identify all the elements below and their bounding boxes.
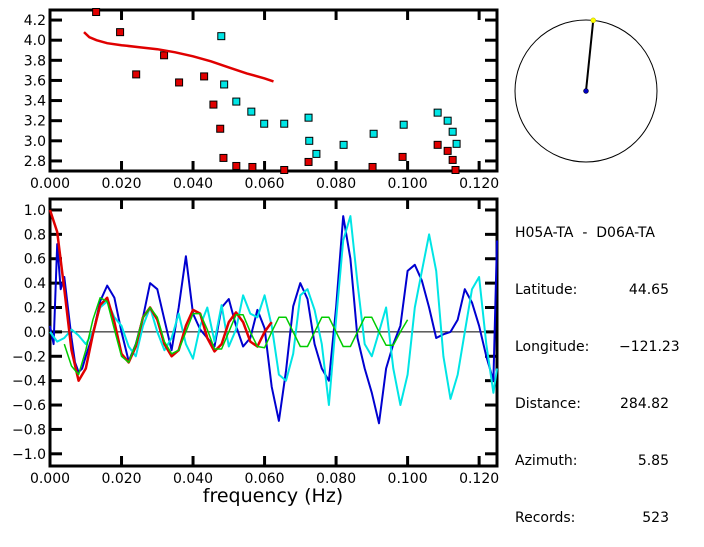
- azimuth-line: [585, 20, 595, 92]
- data-point-red: [92, 8, 101, 17]
- data-point-cyan: [220, 80, 229, 89]
- y-tick-label: 3.6: [24, 73, 46, 89]
- x-tick-label: 0.000: [30, 471, 70, 487]
- data-point-red: [248, 162, 257, 171]
- x-tick-label: 0.080: [316, 471, 356, 487]
- data-point-red: [216, 124, 225, 133]
- data-point-red: [116, 28, 125, 37]
- data-point-cyan: [433, 108, 442, 117]
- x-tick-label: 0.120: [459, 471, 499, 487]
- data-point-red: [175, 78, 184, 87]
- center-station-marker: [583, 88, 589, 94]
- series-observed-imag: [49, 215, 498, 406]
- data-point-red: [448, 155, 457, 164]
- y-tick-label: −0.2: [12, 349, 46, 365]
- data-point-cyan: [260, 119, 269, 128]
- y-tick-label: 0.2: [24, 301, 46, 317]
- data-point-red: [132, 70, 141, 79]
- data-point-cyan: [452, 139, 461, 148]
- y-tick-label: 3.8: [24, 53, 46, 69]
- y-tick-label: 4.0: [24, 33, 46, 49]
- y-tick-label: −0.4: [12, 374, 46, 390]
- data-point-red: [368, 162, 377, 171]
- series-model-green: [63, 297, 409, 376]
- data-point-cyan: [369, 129, 378, 138]
- x-tick-label: 0.000: [30, 176, 70, 192]
- data-point-red: [443, 146, 452, 155]
- info-row-azimuth: Azimuth: 5.85: [515, 452, 669, 471]
- data-point-cyan: [443, 116, 452, 125]
- info-label: Distance:: [515, 396, 581, 412]
- x-tick-label: 0.040: [173, 176, 213, 192]
- data-point-red: [160, 51, 169, 60]
- x-tick-label: 0.100: [388, 471, 428, 487]
- y-tick-label: 0.0: [24, 325, 46, 341]
- y-tick-label: 3.0: [24, 134, 46, 150]
- info-label: Azimuth:: [515, 453, 578, 469]
- remote-station-marker: [590, 17, 596, 24]
- station-pair-title: H05A-TA - D06A-TA: [515, 225, 655, 241]
- info-value: 44.65: [628, 282, 669, 298]
- y-tick-label: −1.0: [12, 447, 46, 463]
- data-point-red: [232, 161, 241, 170]
- x-tick-label: 0.080: [316, 176, 356, 192]
- x-tick-label: 0.060: [245, 471, 285, 487]
- data-point-cyan: [339, 140, 348, 149]
- y-tick-label: 0.4: [24, 276, 46, 292]
- data-point-cyan: [217, 32, 226, 41]
- x-tick-label: 0.100: [388, 176, 428, 192]
- azimuth-map: [514, 17, 658, 163]
- x-tick-label: 0.020: [101, 471, 141, 487]
- series-model-red: [48, 209, 273, 382]
- station-info-panel: H05A-TA - D06A-TA Latitude: 44.65 Longitu…: [515, 186, 680, 547]
- info-value: 5.85: [637, 453, 669, 469]
- data-point-cyan: [305, 136, 314, 145]
- y-tick-label: 3.2: [24, 114, 46, 130]
- y-tick-label: −0.6: [12, 398, 46, 414]
- x-tick-label: 0.040: [173, 471, 213, 487]
- y-tick-label: 2.8: [24, 154, 46, 170]
- data-point-cyan: [247, 107, 256, 116]
- data-point-cyan: [448, 127, 457, 136]
- info-row-longitude: Longitude: −121.23: [515, 338, 680, 357]
- info-value: 284.82: [620, 396, 669, 412]
- info-label: Longitude:: [515, 339, 590, 355]
- data-point-red: [219, 153, 228, 162]
- x-tick-label: 0.020: [101, 176, 141, 192]
- correlation-plot: 0.000 0.020 0.040 0.060 0.080 0.100 0.120 1.0 0.…: [12, 197, 499, 507]
- dispersion-plot: 0.000 0.020 0.040 0.060 0.080 0.100 0.120 2.8 3.…: [24, 8, 499, 192]
- data-point-cyan: [232, 97, 241, 106]
- data-point-cyan: [312, 149, 321, 158]
- data-point-red: [209, 100, 218, 109]
- y-tick-label: 0.6: [24, 252, 46, 268]
- x-axis-title: frequency (Hz): [203, 485, 343, 507]
- data-point-red: [304, 157, 313, 166]
- data-point-red: [451, 165, 460, 174]
- data-point-cyan: [280, 119, 289, 128]
- y-tick-label: 4.2: [24, 13, 46, 29]
- y-tick-label: −0.8: [12, 422, 46, 438]
- info-row-latitude: Latitude: 44.65: [515, 281, 669, 300]
- data-point-red: [280, 165, 289, 174]
- data-point-red: [398, 152, 407, 161]
- data-point-cyan: [304, 113, 313, 122]
- range-circle: [514, 19, 658, 163]
- data-point-cyan: [399, 120, 408, 129]
- y-tick-label: 0.8: [24, 227, 46, 243]
- y-tick-label: 1.0: [24, 203, 46, 219]
- info-label: Latitude:: [515, 282, 578, 298]
- x-tick-label: 0.120: [459, 176, 499, 192]
- data-point-red: [200, 72, 209, 81]
- chart-canvas: 0.000 0.020 0.040 0.060 0.080 0.100 0.120 2.8 3.…: [12, 8, 658, 507]
- y-tick-label: 3.4: [24, 94, 46, 110]
- plot-frame: [48, 8, 499, 173]
- dispersion-curve: [83, 31, 274, 83]
- info-row-distance: Distance: 284.82: [515, 395, 669, 414]
- info-value: −121.23: [619, 339, 680, 355]
- x-tick-label: 0.060: [245, 176, 285, 192]
- data-point-red: [433, 140, 442, 149]
